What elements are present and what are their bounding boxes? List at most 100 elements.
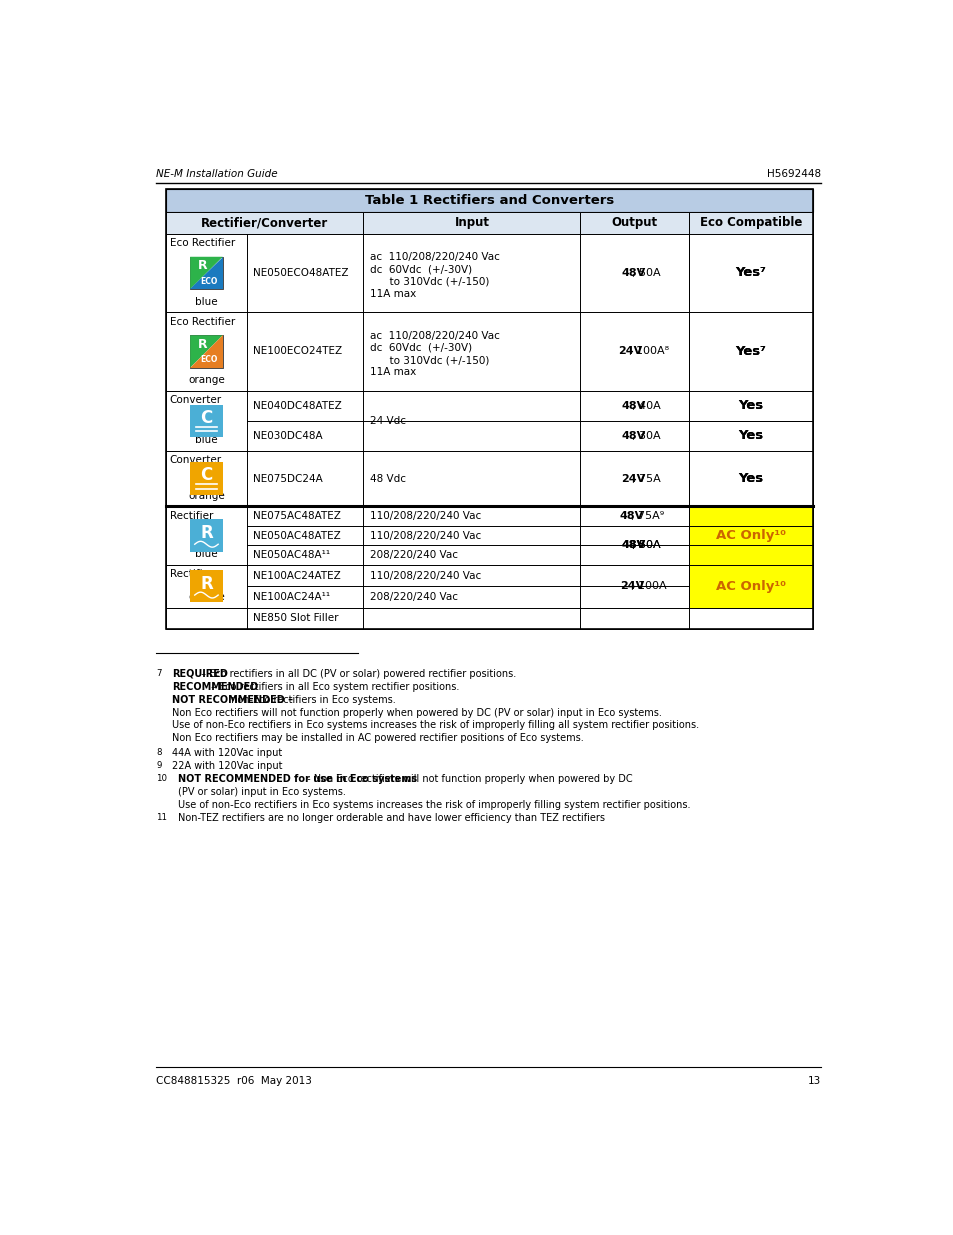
- Bar: [363, 212, 579, 233]
- Bar: [166, 189, 812, 212]
- Text: 48V: 48V: [620, 540, 645, 551]
- Text: 22A with 120Vac input: 22A with 120Vac input: [172, 761, 282, 771]
- Text: Yes: Yes: [738, 399, 762, 412]
- Text: 48V: 48V: [620, 401, 645, 411]
- Text: NE100ECO24TEZ: NE100ECO24TEZ: [253, 347, 341, 357]
- Text: Eco Rectifier: Eco Rectifier: [170, 317, 234, 327]
- Text: Yes⁷: Yes⁷: [735, 345, 765, 358]
- Bar: [688, 312, 812, 390]
- Text: Output: Output: [611, 216, 657, 230]
- Text: AC Only¹⁰: AC Only¹⁰: [715, 579, 785, 593]
- Text: 48V: 48V: [620, 431, 645, 441]
- Text: Eco Rectifier: Eco Rectifier: [170, 238, 234, 248]
- Text: NE850 Slot Filler: NE850 Slot Filler: [253, 614, 337, 624]
- Polygon shape: [190, 336, 222, 368]
- Text: non-Eco rectifiers in Eco systems.: non-Eco rectifiers in Eco systems.: [228, 694, 395, 705]
- Text: Yes: Yes: [738, 430, 762, 442]
- Text: C: C: [200, 467, 213, 484]
- Bar: [166, 506, 812, 564]
- Text: dc  60Vdc  (+/-30V): dc 60Vdc (+/-30V): [369, 343, 471, 353]
- Bar: [166, 312, 812, 390]
- Text: 24V: 24V: [618, 347, 641, 357]
- Text: Converter: Converter: [170, 395, 221, 405]
- Text: , 50A: , 50A: [632, 540, 660, 551]
- Bar: [166, 233, 812, 312]
- Text: Yes⁷: Yes⁷: [735, 267, 765, 279]
- Text: Yes: Yes: [738, 472, 762, 485]
- Text: NE-M Installation Guide: NE-M Installation Guide: [156, 169, 277, 179]
- Text: NE050AC48A¹¹: NE050AC48A¹¹: [253, 550, 330, 559]
- Text: NOT RECOMMENDED for use in Eco systems: NOT RECOMMENDED for use in Eco systems: [178, 774, 416, 784]
- Text: to 310Vdc (+/-150): to 310Vdc (+/-150): [369, 277, 489, 287]
- Text: , 50A: , 50A: [632, 268, 660, 278]
- Text: 110/208/220/240 Vac: 110/208/220/240 Vac: [369, 571, 480, 580]
- Text: 208/220/240 Vac: 208/220/240 Vac: [369, 592, 457, 603]
- Text: NE100AC24ATEZ: NE100AC24ATEZ: [253, 571, 340, 580]
- Text: CC848815325  r06  May 2013: CC848815325 r06 May 2013: [156, 1076, 312, 1086]
- Text: Input: Input: [454, 216, 489, 230]
- Bar: [190, 571, 222, 603]
- Text: 48V: 48V: [619, 511, 643, 521]
- Text: Rectifier: Rectifier: [170, 511, 213, 521]
- Text: 11A max: 11A max: [369, 289, 416, 299]
- Polygon shape: [190, 257, 222, 289]
- Text: 24V: 24V: [619, 582, 643, 592]
- Text: Yes: Yes: [738, 430, 762, 442]
- Text: (PV or solar) input in Eco systems.: (PV or solar) input in Eco systems.: [178, 787, 346, 797]
- Text: Non-TEZ rectifiers are no longer orderable and have lower efficiency than TEZ re: Non-TEZ rectifiers are no longer orderab…: [178, 813, 604, 823]
- Text: Rectifier: Rectifier: [170, 569, 213, 579]
- Text: - Non Eco rectifiers will not function properly when powered by DC: - Non Eco rectifiers will not function p…: [303, 774, 632, 784]
- Text: Yes: Yes: [738, 472, 762, 485]
- Text: ac  110/208/220/240 Vac: ac 110/208/220/240 Vac: [369, 252, 499, 262]
- Text: 10: 10: [156, 774, 168, 783]
- Bar: [190, 405, 222, 437]
- Text: Non Eco rectifiers may be installed in AC powered rectifier positions of Eco sys: Non Eco rectifiers may be installed in A…: [172, 734, 583, 743]
- Text: Converter: Converter: [170, 456, 221, 466]
- Text: blue: blue: [195, 436, 217, 446]
- Text: 48 Vdc: 48 Vdc: [369, 473, 405, 484]
- Text: 24 Vdc: 24 Vdc: [369, 416, 405, 426]
- Bar: [190, 520, 222, 552]
- Bar: [688, 390, 812, 421]
- Text: C: C: [200, 409, 213, 426]
- Text: R: R: [197, 338, 207, 351]
- Bar: [190, 336, 222, 368]
- Text: , 100A: , 100A: [630, 582, 666, 592]
- Text: NOT RECOMMENDED –: NOT RECOMMENDED –: [172, 694, 293, 705]
- Bar: [688, 233, 812, 312]
- Text: NE075AC48ATEZ: NE075AC48ATEZ: [253, 511, 340, 521]
- Text: 13: 13: [807, 1076, 821, 1086]
- Text: ac  110/208/220/240 Vac: ac 110/208/220/240 Vac: [369, 331, 499, 341]
- Text: ECO: ECO: [200, 356, 217, 364]
- Bar: [688, 421, 812, 451]
- Text: NE040DC48ATEZ: NE040DC48ATEZ: [253, 401, 341, 411]
- Text: Yes⁷: Yes⁷: [735, 345, 765, 358]
- Text: 9: 9: [156, 761, 162, 769]
- Text: NE050AC48ATEZ: NE050AC48ATEZ: [253, 531, 340, 541]
- Text: Yes⁷: Yes⁷: [735, 267, 765, 279]
- Text: , 40A: , 40A: [632, 401, 660, 411]
- Text: ECO: ECO: [200, 277, 217, 285]
- Text: 110/208/220/240 Vac: 110/208/220/240 Vac: [369, 511, 480, 521]
- Text: NE075DC24A: NE075DC24A: [253, 473, 322, 484]
- Bar: [688, 212, 812, 233]
- Text: orange: orange: [188, 593, 225, 603]
- Text: , 50A: , 50A: [632, 540, 660, 551]
- Text: orange: orange: [188, 490, 225, 501]
- Text: NE100AC24A¹¹: NE100AC24A¹¹: [253, 592, 330, 603]
- Text: blue: blue: [195, 550, 217, 559]
- Polygon shape: [190, 257, 222, 289]
- Text: Non Eco rectifiers will not function properly when powered by DC (PV or solar) i: Non Eco rectifiers will not function pro…: [172, 708, 661, 718]
- Text: H5692448: H5692448: [766, 169, 821, 179]
- Text: , 75A: , 75A: [632, 473, 660, 484]
- Bar: [688, 451, 812, 506]
- Text: , 100A⁸: , 100A⁸: [629, 347, 669, 357]
- Bar: [190, 257, 222, 289]
- Polygon shape: [190, 336, 222, 368]
- Text: Table 1 Rectifiers and Converters: Table 1 Rectifiers and Converters: [364, 194, 614, 207]
- Text: , 75A⁹: , 75A⁹: [630, 511, 663, 521]
- Bar: [688, 506, 812, 564]
- Text: 110/208/220/240 Vac: 110/208/220/240 Vac: [369, 531, 480, 541]
- Text: REQUIRED: REQUIRED: [172, 668, 228, 679]
- Text: – Eco rectifiers in all Eco system rectifier positions.: – Eco rectifiers in all Eco system recti…: [208, 682, 459, 692]
